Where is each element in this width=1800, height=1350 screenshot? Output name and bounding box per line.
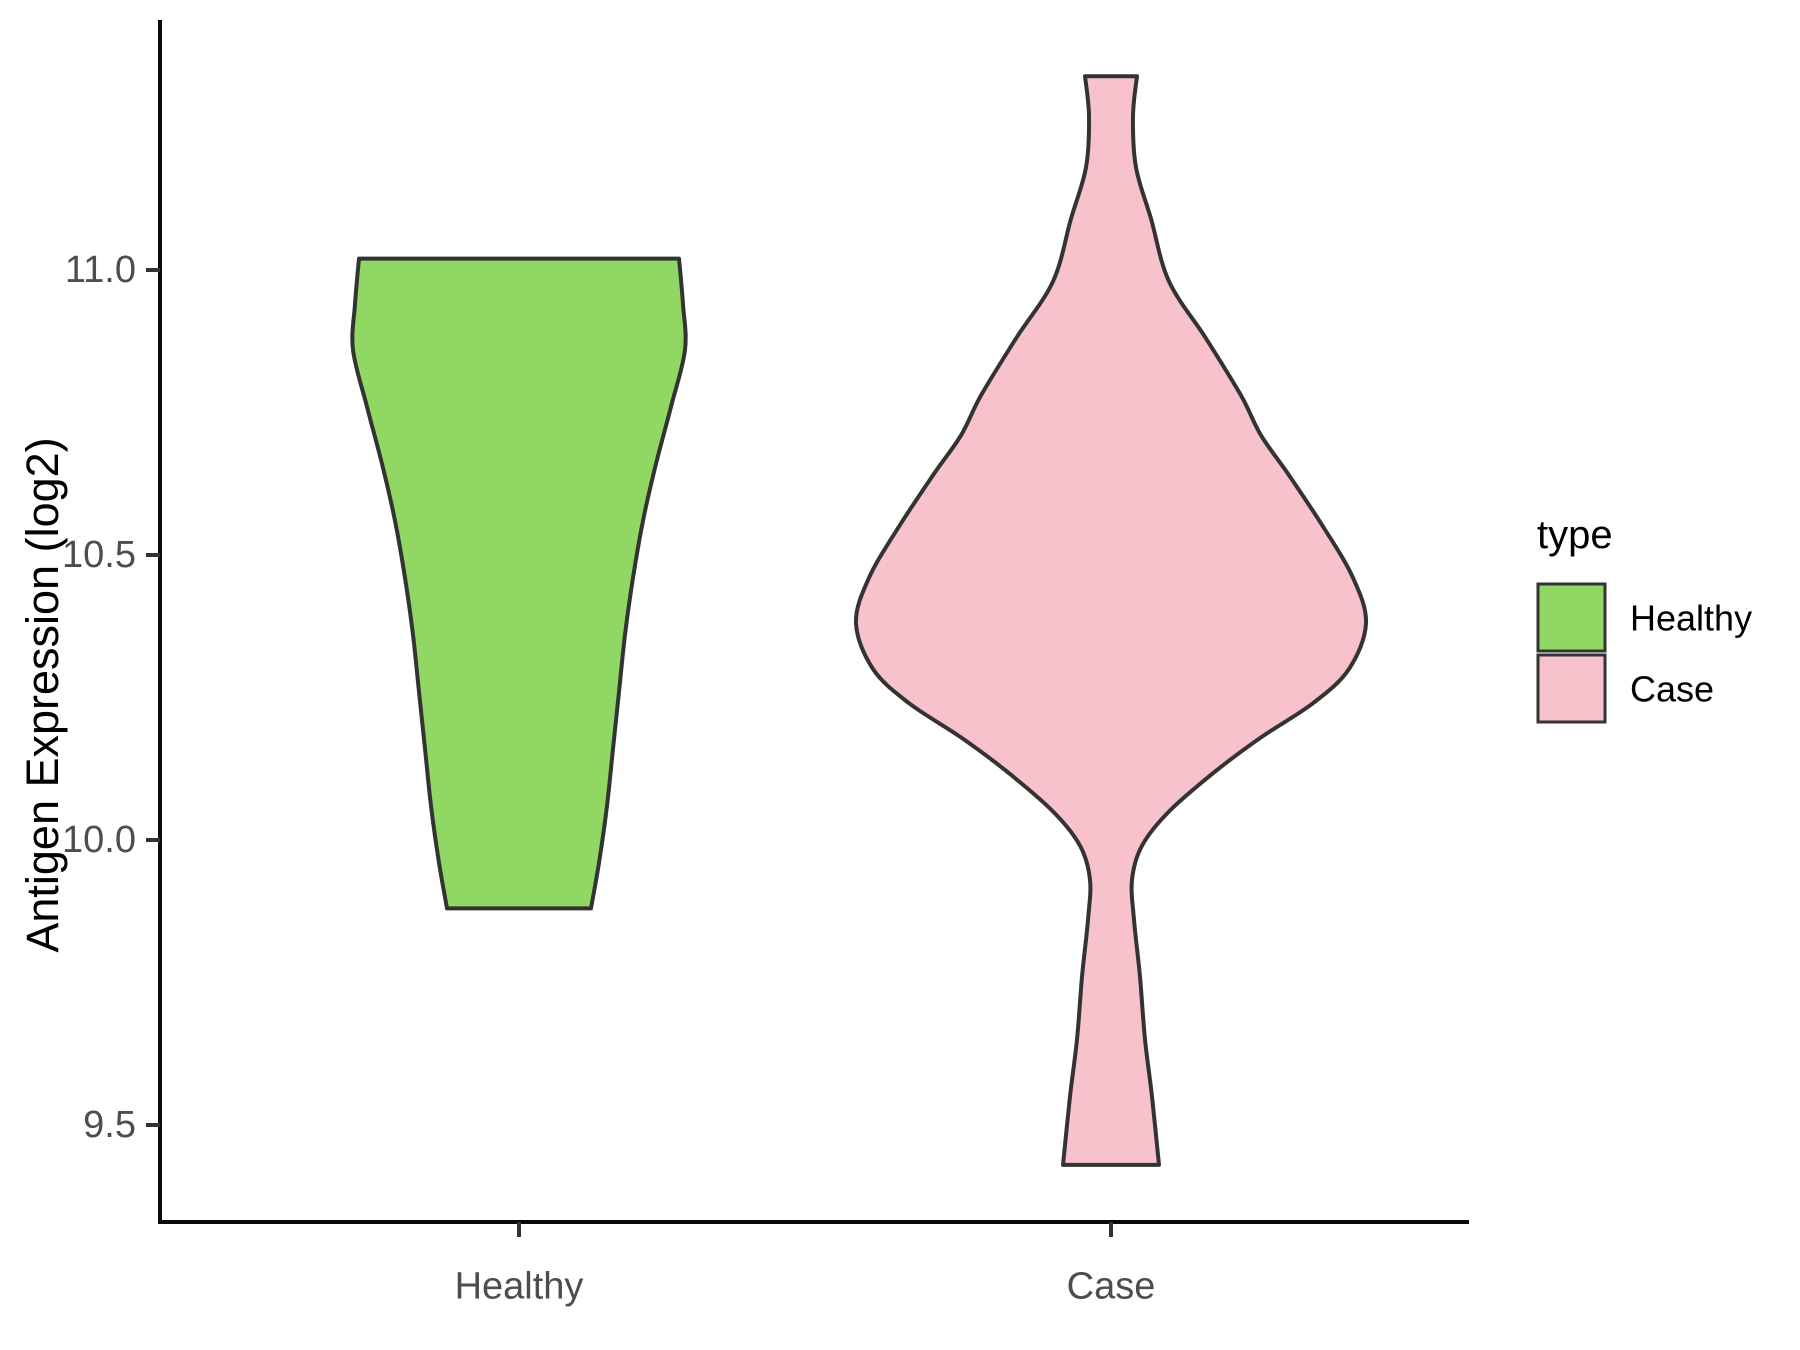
y-axis-title: Antigen Expression (log2)	[17, 437, 68, 952]
legend-swatch-case	[1536, 653, 1607, 724]
legend-title: type	[1537, 513, 1613, 557]
legend: type Healthy Case	[1536, 513, 1752, 724]
legend-label-case: Case	[1630, 669, 1714, 710]
violin-case	[853, 74, 1369, 1167]
y-tick-label-10.0: 10.0	[62, 819, 136, 861]
x-label-case: Case	[1067, 1265, 1156, 1307]
y-tick-label-11.0: 11.0	[65, 249, 136, 291]
y-tick-label-9.5: 9.5	[83, 1104, 136, 1146]
violin-healthy	[350, 256, 688, 911]
x-label-healthy: Healthy	[455, 1265, 584, 1307]
legend-label-healthy: Healthy	[1630, 598, 1752, 639]
y-tick-label-10.5: 10.5	[62, 534, 136, 576]
legend-swatch-healthy	[1536, 582, 1607, 653]
